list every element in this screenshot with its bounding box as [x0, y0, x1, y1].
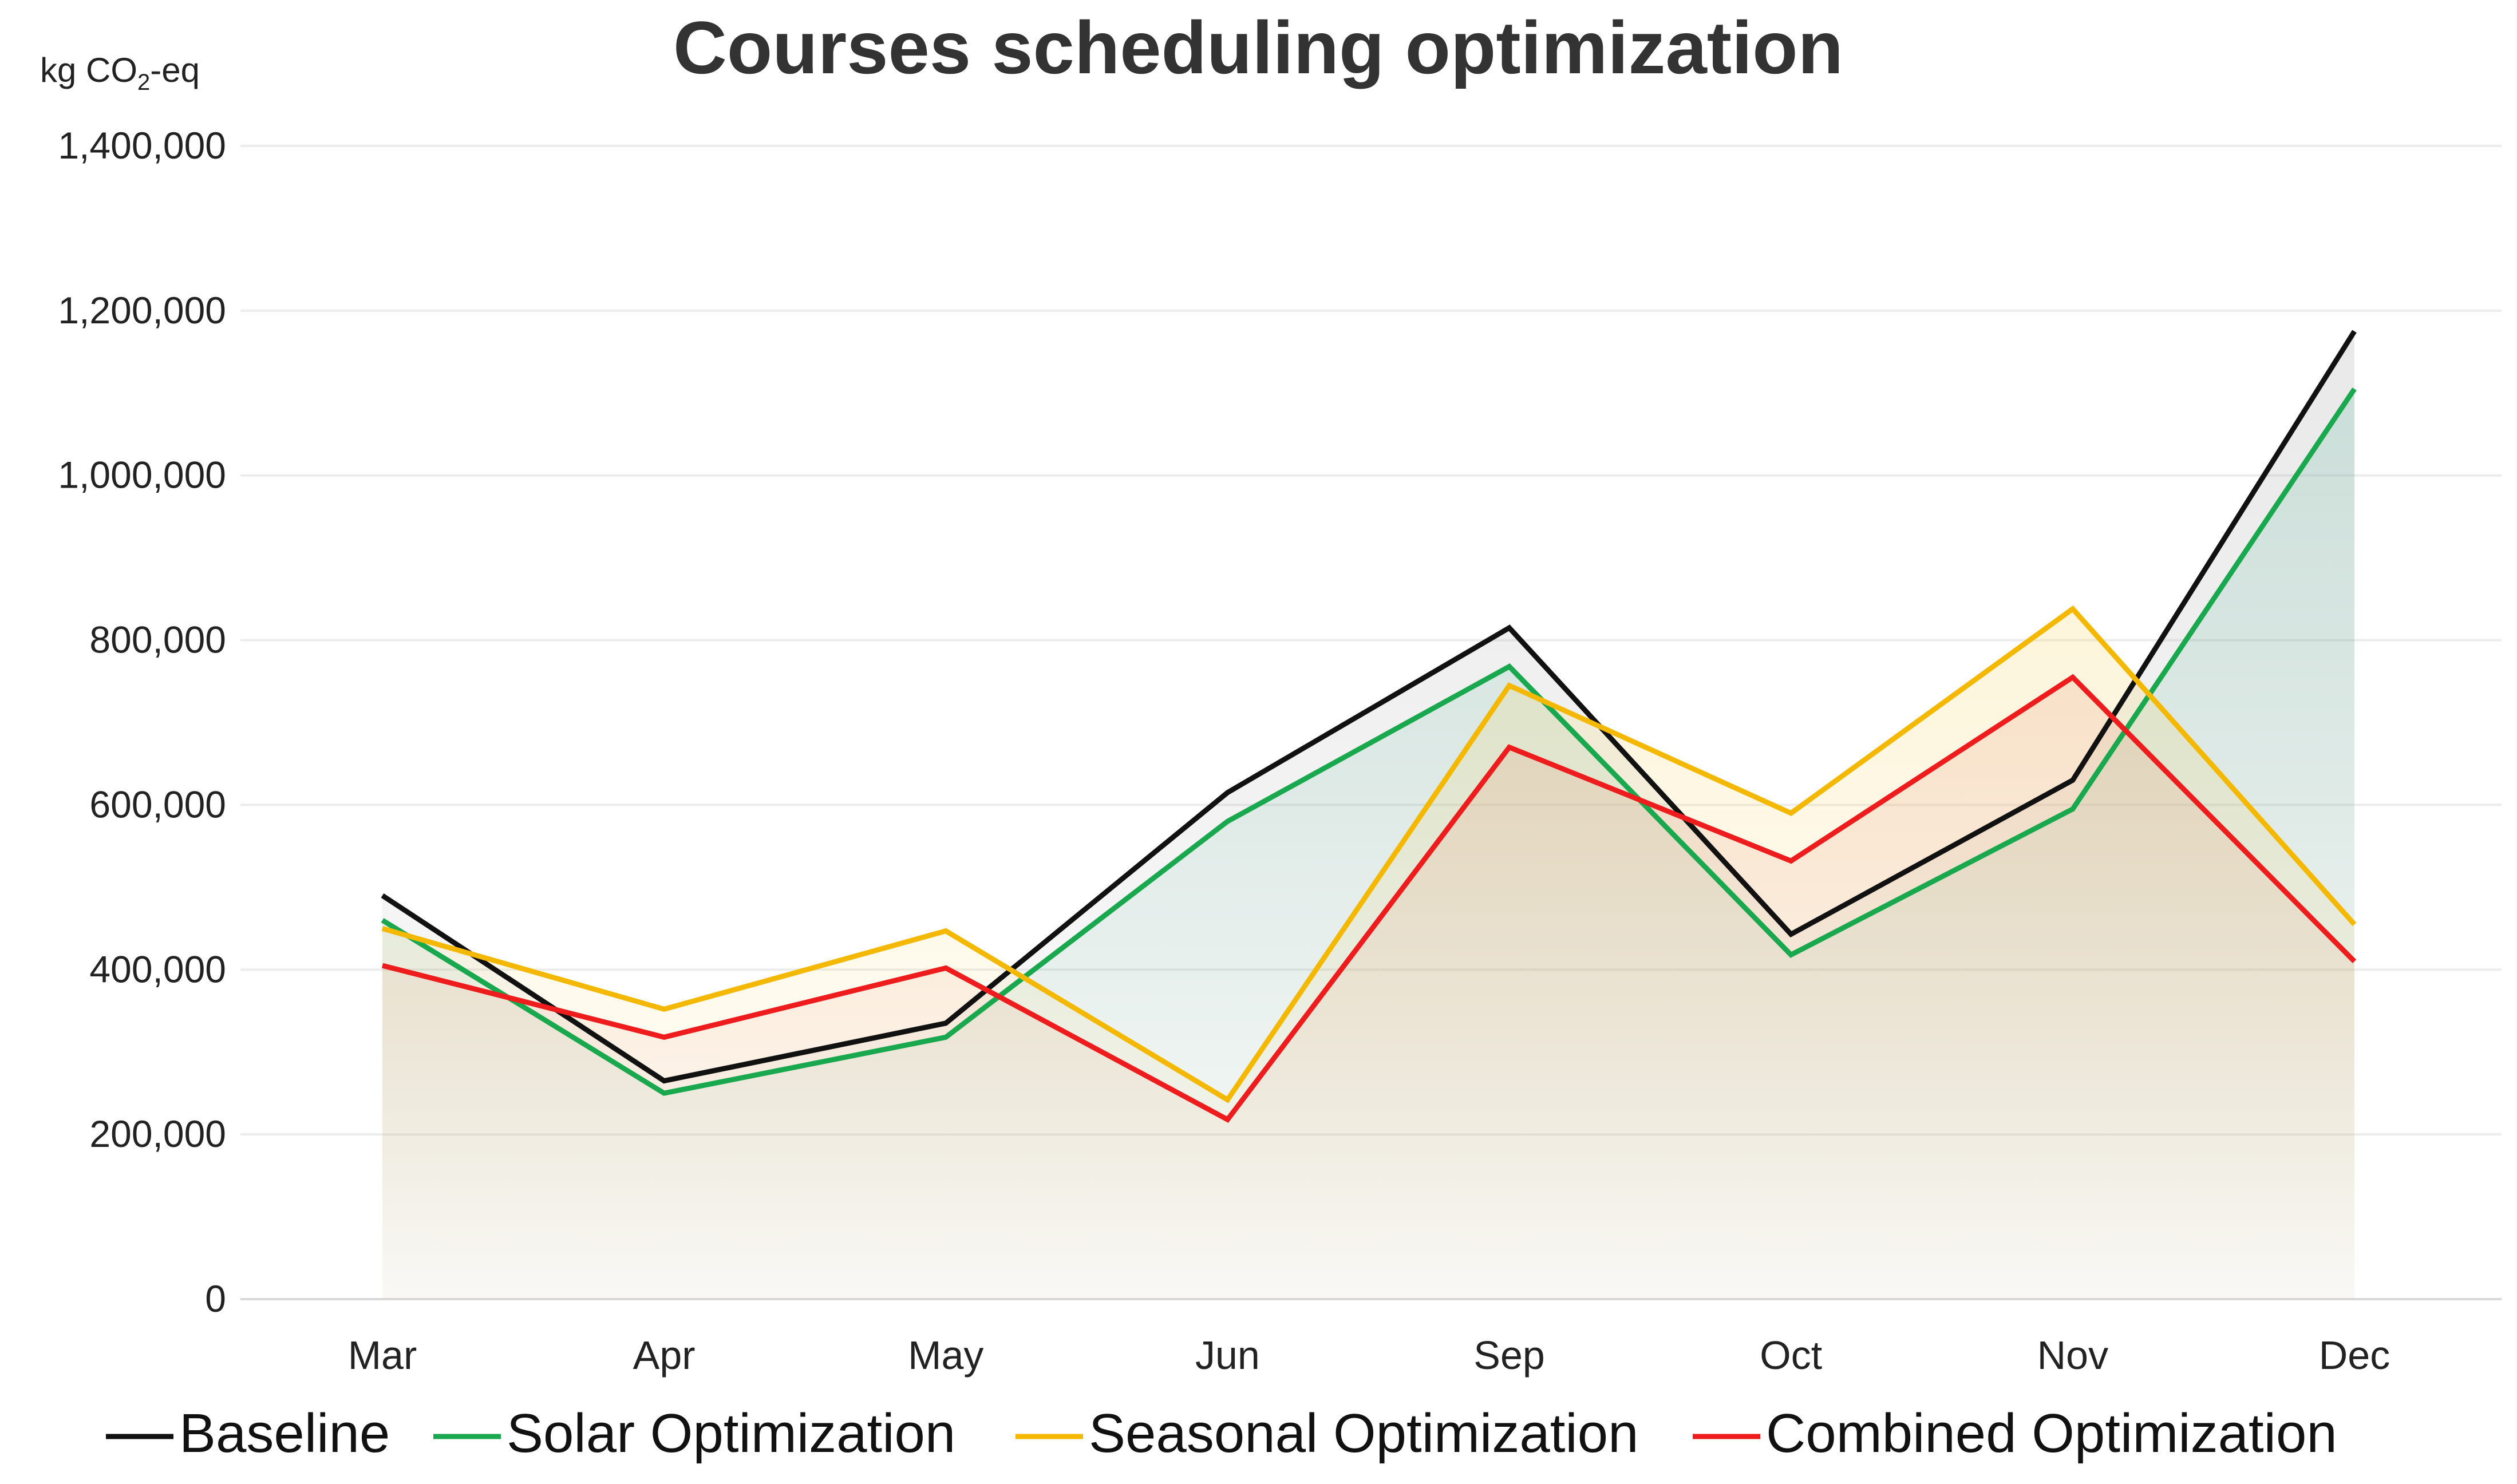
series-lines — [381, 330, 2357, 1123]
line-solar-optimization[interactable] — [381, 387, 2357, 1096]
y-tick-label: 1,200,000 — [58, 289, 226, 331]
y-tick-label: 400,000 — [89, 948, 226, 990]
x-tick-label-dec: Dec — [2319, 1333, 2390, 1378]
x-tick-label-nov: Nov — [2037, 1333, 2108, 1378]
y-axis-label-subscript: 2 — [137, 70, 150, 95]
legend-item-baseline[interactable]: Baseline — [106, 1403, 390, 1464]
legend-label: Baseline — [179, 1403, 390, 1464]
y-axis-label-suffix: -eq — [150, 51, 200, 89]
y-tick-label: 800,000 — [89, 619, 226, 661]
y-axis-label-prefix: kg CO — [40, 51, 137, 89]
line-seasonal-optimization[interactable] — [381, 605, 2357, 1103]
line-combined-optimization[interactable] — [381, 674, 2357, 1123]
y-tick-labels: 0 200,000 400,000 600,000 800,000 1,000,000 1,… — [58, 124, 226, 1320]
x-tick-label-sep: Sep — [1473, 1333, 1545, 1378]
y-tick-label: 600,000 — [89, 783, 226, 825]
x-tick-label-apr: Apr — [633, 1333, 696, 1378]
line-baseline[interactable] — [381, 330, 2357, 1084]
y-axis-label: kg CO2-eq — [40, 51, 200, 95]
y-tick-label: 0 — [205, 1277, 226, 1320]
area-combined-optimization — [382, 677, 2354, 1299]
x-tick-label-oct: Oct — [1760, 1333, 1822, 1378]
y-tick-label: 1,400,000 — [58, 124, 226, 167]
x-tick-label-mar: Mar — [348, 1333, 417, 1378]
x-tick-label-jun: Jun — [1195, 1333, 1260, 1378]
legend-label: Solar Optimization — [507, 1403, 955, 1464]
chart-title: Courses scheduling optimization — [673, 6, 1843, 89]
legend-item-combined-optimization[interactable]: Combined Optimization — [1693, 1403, 2337, 1464]
x-tick-labels: Mar Apr May Jun Sep Oct Nov Dec — [348, 1333, 2390, 1378]
series-areas — [382, 331, 2354, 1299]
legend-label: Combined Optimization — [1766, 1403, 2337, 1464]
legend-item-seasonal-optimization[interactable]: Seasonal Optimization — [1016, 1403, 1639, 1464]
legend[interactable]: Baseline Solar Optimization Seasonal Optim… — [106, 1403, 2337, 1464]
x-tick-label-may: May — [908, 1333, 983, 1378]
legend-label: Seasonal Optimization — [1089, 1403, 1639, 1464]
legend-item-solar-optimization[interactable]: Solar Optimization — [433, 1403, 955, 1464]
y-tick-label: 1,000,000 — [58, 454, 226, 496]
y-tick-label: 200,000 — [89, 1113, 226, 1155]
